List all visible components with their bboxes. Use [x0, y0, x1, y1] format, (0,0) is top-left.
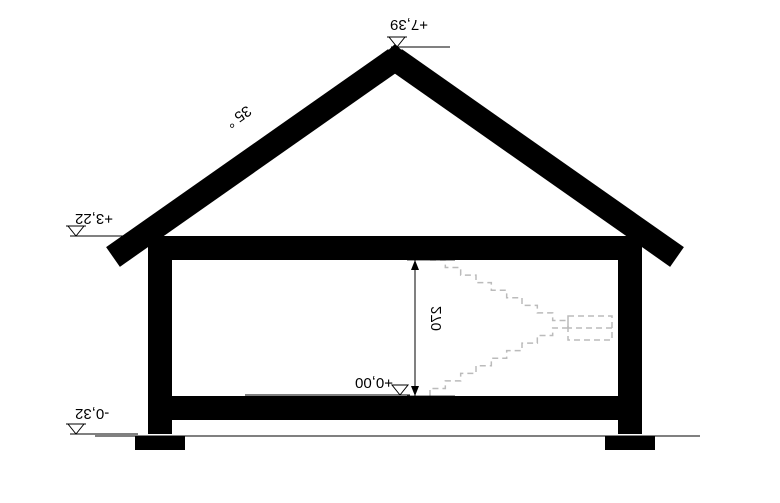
stair-upper-flight [430, 260, 568, 328]
slab-floor [148, 396, 642, 420]
stair-lower-flight [430, 328, 568, 396]
elev-ceiling-label: +3,22 [75, 210, 113, 227]
interior-height-label: 270 [428, 306, 445, 331]
section-drawing [0, 0, 780, 503]
dim-arrow-top [411, 260, 419, 270]
slab-ceiling [148, 236, 642, 260]
elev-ceiling-tri [68, 226, 84, 236]
roof-left [113, 59, 395, 257]
elev-ridge-tri [389, 37, 405, 47]
footing-left [135, 436, 185, 450]
elev-ground-tri [68, 424, 84, 434]
elev-ground-label: -0,32 [75, 405, 109, 422]
elev-ridge-label: +7,39 [390, 16, 428, 33]
elev-floor-label: +0,00 [355, 374, 393, 391]
roof-right [395, 59, 677, 257]
dim-arrow-bot [411, 386, 419, 396]
floor-zero-marker [392, 385, 408, 395]
footing-right [605, 436, 655, 450]
